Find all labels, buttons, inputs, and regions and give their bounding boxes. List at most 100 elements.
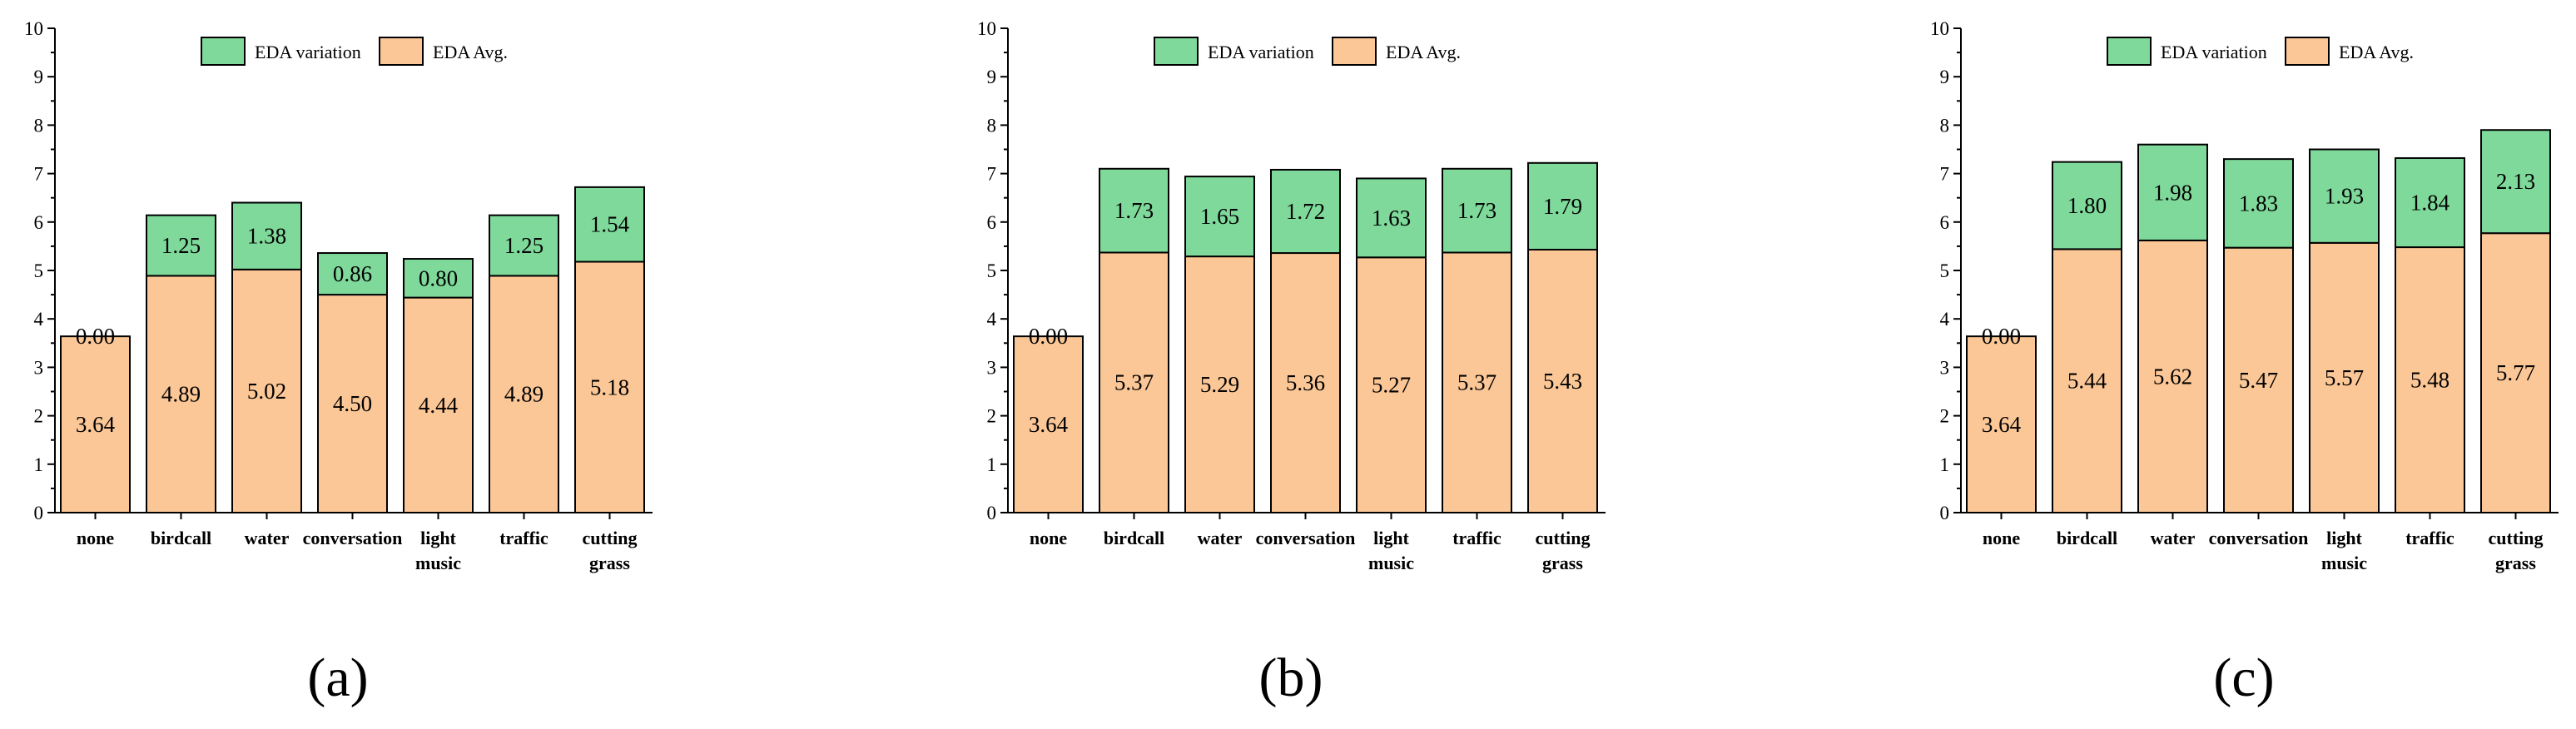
y-tick-label: 8 xyxy=(34,115,44,136)
legend-label-variation: EDA variation xyxy=(1208,42,1314,62)
chart-panel-1: 0 1 2 3 4 5 6 7 8 9 10 3.64 0.00 none 4.89 1.25 birdcall… xyxy=(24,18,653,708)
x-tick-label: birdcall xyxy=(1104,528,1164,548)
y-tick-label: 10 xyxy=(1930,18,1949,39)
bar-avg-none xyxy=(1966,335,2037,514)
value-label-variation: 1.73 xyxy=(1114,198,1154,223)
value-label-variation: 1.25 xyxy=(504,233,543,258)
value-label-variation: 1.79 xyxy=(1543,194,1582,219)
y-tick-label: 5 xyxy=(987,260,997,281)
y-tick-label: 3 xyxy=(1940,357,1950,378)
x-tick-label: music xyxy=(2321,553,2367,573)
value-label-avg: 5.02 xyxy=(247,379,286,404)
x-tick-label: conversation xyxy=(303,528,403,548)
bar-variation-light-music xyxy=(403,258,474,299)
bar-avg-traffic xyxy=(489,275,559,513)
y-tick-label: 9 xyxy=(1940,67,1950,87)
bar-avg-traffic xyxy=(2395,246,2465,513)
value-label-avg: 5.57 xyxy=(2325,365,2364,390)
value-label-avg: 5.18 xyxy=(590,374,629,399)
value-label-variation: 0.00 xyxy=(1029,324,1068,349)
value-label-avg: 3.64 xyxy=(1982,412,2022,437)
x-tick-label: grass xyxy=(2495,553,2536,573)
x-tick-label: birdcall xyxy=(151,528,211,548)
y-tick-label: 3 xyxy=(34,357,44,378)
bar-avg-light-music xyxy=(2309,241,2380,513)
legend: EDA variation EDA Avg. xyxy=(2107,37,2414,66)
x-tick-label: cutting xyxy=(2489,528,2544,548)
x-tick-label: conversation xyxy=(2209,528,2309,548)
x-tick-label: none xyxy=(77,528,114,548)
bar-variation-traffic xyxy=(2395,156,2465,249)
legend-label-variation: EDA variation xyxy=(255,42,361,62)
bar-variation-water xyxy=(231,201,302,270)
value-label-avg: 5.62 xyxy=(2153,364,2192,389)
value-label-variation: 2.13 xyxy=(2496,169,2535,194)
value-label-variation: 1.25 xyxy=(161,233,201,258)
value-label-variation: 0.80 xyxy=(419,265,458,290)
bar-avg-conversation xyxy=(317,294,388,513)
y-tick-label: 9 xyxy=(987,67,997,87)
y-tick-label: 6 xyxy=(987,212,997,233)
x-tick-label: birdcall xyxy=(2057,528,2117,548)
bar-avg-none xyxy=(1013,335,1084,514)
bar-avg-conversation xyxy=(2223,246,2294,513)
x-tick-label: music xyxy=(1368,553,1414,573)
bar-avg-cutting-grass xyxy=(2480,232,2551,513)
bar-variation-traffic xyxy=(1442,167,1512,254)
value-label-avg: 5.44 xyxy=(2067,369,2107,394)
value-label-variation: 1.72 xyxy=(1286,199,1325,224)
value-label-avg: 4.89 xyxy=(504,382,543,407)
bar-variation-light-music xyxy=(2309,148,2380,244)
bar-variation-cutting-grass xyxy=(1527,161,1598,250)
bar-variation-light-music xyxy=(1356,177,1427,259)
legend-swatch-avg xyxy=(2285,37,2330,66)
value-label-avg: 5.77 xyxy=(2496,360,2535,385)
value-label-variation: 1.93 xyxy=(2325,184,2364,209)
legend: EDA variation EDA Avg. xyxy=(201,37,508,66)
y-tick-label: 2 xyxy=(1940,406,1950,427)
value-label-avg: 5.37 xyxy=(1114,370,1154,395)
x-tick-label: water xyxy=(1198,528,1243,548)
y-tick-label: 9 xyxy=(34,67,44,87)
bar-avg-traffic xyxy=(1442,251,1512,513)
bar-variation-birdcall xyxy=(2052,161,2122,250)
y-tick-label: 5 xyxy=(1940,260,1950,281)
value-label-variation: 0.00 xyxy=(1982,324,2021,349)
y-tick-label: 8 xyxy=(1940,115,1950,136)
x-tick-label: grass xyxy=(589,553,630,573)
bar-variation-birdcall xyxy=(1099,167,1169,254)
value-label-avg: 5.29 xyxy=(1200,372,1239,397)
value-label-variation: 1.38 xyxy=(247,224,286,249)
x-tick-label: light xyxy=(1373,528,1409,548)
y-tick-label: 6 xyxy=(34,212,44,233)
bar-avg-birdcall xyxy=(146,275,216,513)
y-tick-label: 1 xyxy=(987,454,997,475)
x-tick-label: grass xyxy=(1542,553,1583,573)
y-tick-label: 4 xyxy=(34,309,44,330)
legend-swatch-avg xyxy=(379,37,424,66)
bar-variation-cutting-grass xyxy=(2480,129,2551,235)
value-label-avg: 3.64 xyxy=(1029,412,1069,437)
x-tick-label: music xyxy=(415,553,461,573)
x-tick-label: cutting xyxy=(1536,528,1591,548)
value-label-avg: 5.36 xyxy=(1286,370,1325,395)
legend-label-avg: EDA Avg. xyxy=(433,42,508,62)
y-tick-label: 7 xyxy=(1940,164,1950,185)
value-label-avg: 5.37 xyxy=(1457,370,1496,395)
bar-avg-conversation xyxy=(1270,252,1341,513)
legend-label-variation: EDA variation xyxy=(2161,42,2267,62)
value-label-avg: 5.48 xyxy=(2410,368,2449,393)
bar-variation-conversation xyxy=(2223,158,2294,249)
bar-avg-birdcall xyxy=(2052,248,2122,513)
panel-label: (b) xyxy=(1259,647,1323,708)
value-label-variation: 1.54 xyxy=(590,212,630,237)
legend: EDA variation EDA Avg. xyxy=(1154,37,1461,66)
value-label-avg: 5.43 xyxy=(1543,369,1582,394)
legend-swatch-avg xyxy=(1332,37,1377,66)
y-tick-label: 3 xyxy=(987,357,997,378)
bar-avg-none xyxy=(60,335,131,514)
bar-variation-conversation xyxy=(317,252,388,296)
x-tick-label: traffic xyxy=(1452,528,1501,548)
x-tick-label: water xyxy=(2151,528,2196,548)
